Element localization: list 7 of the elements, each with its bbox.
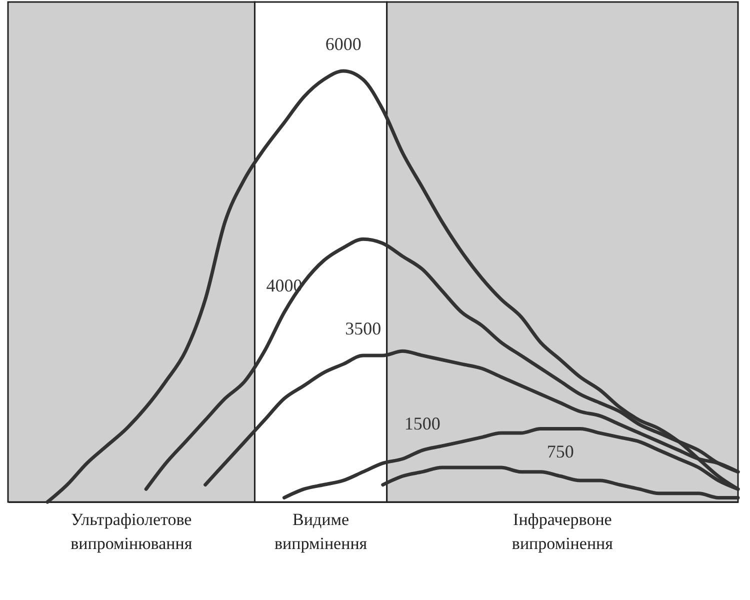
series-label: 3500 bbox=[345, 318, 382, 339]
series-label: 750 bbox=[546, 441, 574, 462]
text: Ультрафіолетове випромінювання bbox=[70, 510, 192, 553]
series-label: 1500 bbox=[404, 413, 440, 434]
text: Інфрачервоне випромінення bbox=[512, 510, 614, 553]
series-label: 6000 bbox=[325, 34, 362, 54]
text: Видиме випрмінення bbox=[274, 510, 368, 553]
